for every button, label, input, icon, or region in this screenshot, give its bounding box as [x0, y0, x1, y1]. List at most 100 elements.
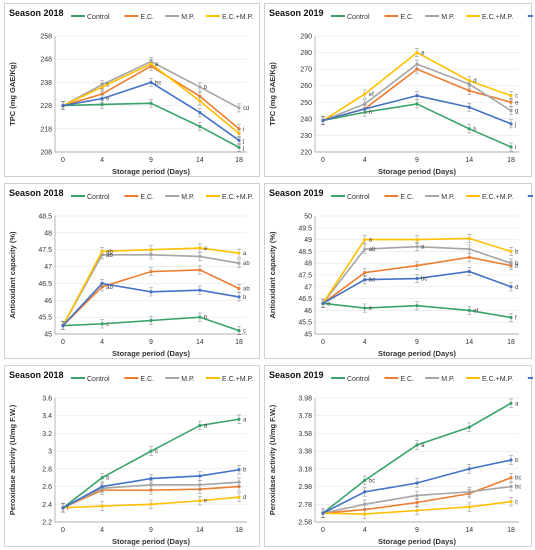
- data-point: [100, 85, 104, 89]
- y-tick-label: 3.78: [298, 413, 312, 420]
- y-tick-label: 248: [40, 57, 52, 64]
- y-tick-label: 2.58: [298, 520, 312, 527]
- significance-letter: d: [243, 495, 246, 501]
- y-tick-label: 48.5: [38, 214, 52, 221]
- y-tick-label: 46: [304, 308, 312, 315]
- y-tick-label: 230: [300, 133, 312, 140]
- data-point: [415, 238, 419, 242]
- significance-letter: a: [369, 238, 373, 244]
- significance-letter: i: [515, 145, 516, 151]
- data-point: [237, 145, 241, 149]
- significance-letter: c: [515, 500, 518, 506]
- y-tick-label: 3: [48, 449, 52, 456]
- data-point: [467, 269, 471, 274]
- data-point: [467, 255, 471, 259]
- x-tick-label: 4: [100, 157, 104, 164]
- chart-title: Season 2019: [269, 370, 324, 380]
- data-point: [100, 322, 104, 326]
- significance-letter: d: [515, 285, 518, 291]
- y-tick-label: 240: [300, 116, 312, 123]
- y-axis-label: Antioxidant capacity (%): [8, 231, 17, 319]
- significance-letter: b: [515, 458, 519, 464]
- data-point: [509, 249, 513, 253]
- data-point: [363, 478, 367, 482]
- significance-letter: b: [515, 264, 519, 270]
- data-point: [100, 484, 104, 489]
- data-point: [198, 474, 202, 478]
- x-tick-label: 18: [507, 339, 515, 346]
- data-point: [467, 105, 471, 109]
- data-point: [467, 505, 471, 509]
- significance-letter: b: [243, 468, 247, 474]
- data-point: [237, 480, 241, 484]
- data-point: [415, 500, 419, 505]
- legend-label: M.P.: [441, 376, 455, 383]
- significance-letter: a: [421, 443, 425, 449]
- y-tick-label: 47: [304, 284, 312, 291]
- y-tick-label: 270: [300, 67, 312, 74]
- x-tick-label: 9: [415, 527, 419, 534]
- significance-letter: b: [106, 83, 110, 89]
- significance-letter: a: [204, 423, 208, 429]
- significance-letter: b: [106, 476, 110, 482]
- x-tick-label: 0: [61, 157, 65, 164]
- data-point: [237, 468, 241, 472]
- significance-letter: h: [473, 127, 476, 133]
- y-axis-label: TPC (mg GAE/Kg): [8, 62, 17, 126]
- legend-label: E.C.+M.P.: [482, 14, 513, 21]
- data-point: [467, 308, 471, 312]
- data-point: [467, 425, 471, 429]
- data-point: [415, 245, 419, 249]
- x-tick-label: 18: [235, 527, 243, 534]
- y-tick-label: 228: [40, 103, 52, 110]
- legend-label: E.C.+M.P.: [482, 376, 513, 383]
- data-point: [61, 104, 65, 108]
- data-point: [363, 247, 367, 251]
- data-point: [149, 290, 153, 294]
- data-point: [198, 423, 202, 428]
- y-tick-label: 45.5: [298, 320, 312, 327]
- x-tick-label: 4: [363, 527, 367, 534]
- data-point: [467, 89, 471, 93]
- y-tick-label: 238: [40, 80, 52, 87]
- legend-label: E.C.: [140, 14, 154, 21]
- y-tick-label: 2.78: [298, 502, 312, 509]
- significance-letter: b: [243, 295, 247, 301]
- data-point: [149, 483, 153, 487]
- y-tick-label: 45: [44, 332, 52, 339]
- data-point: [509, 100, 513, 104]
- y-tick-label: 3.6: [42, 396, 52, 403]
- y-tick-label: 46.5: [298, 296, 312, 303]
- x-tick-label: 0: [321, 339, 325, 346]
- data-point: [100, 102, 104, 107]
- y-tick-label: 46: [44, 298, 52, 305]
- significance-letter: a: [421, 51, 425, 57]
- x-tick-label: 14: [196, 339, 204, 346]
- y-axis-label: Peroxidase activity (U/mg F.W.): [268, 404, 277, 515]
- significance-letter: c: [515, 94, 518, 100]
- data-point: [198, 110, 202, 115]
- y-tick-label: 218: [40, 126, 52, 133]
- data-point: [61, 323, 65, 328]
- data-point: [198, 124, 202, 129]
- y-tick-label: 47.5: [38, 247, 52, 254]
- legend-label: Control: [347, 376, 370, 383]
- y-axis-label: Peroxidase activity (U/mg F.W.): [8, 404, 17, 515]
- significance-letter: e: [515, 100, 519, 106]
- data-point: [363, 238, 367, 242]
- legend-label: E.C.: [140, 194, 154, 201]
- data-point: [149, 80, 153, 84]
- chart-svg: Season 2019ControlE.C.M.P.E.C.+M.P.M.O.4…: [268, 188, 533, 358]
- significance-letter: e: [327, 301, 331, 307]
- data-point: [237, 286, 241, 291]
- significance-letter: f: [67, 506, 69, 512]
- y-tick-label: 45.5: [38, 315, 52, 322]
- data-point: [509, 94, 513, 98]
- significance-letter: c: [155, 449, 158, 455]
- data-point: [321, 118, 325, 123]
- significance-letter: a: [155, 62, 159, 68]
- x-tick-label: 4: [363, 339, 367, 346]
- x-tick-label: 9: [149, 157, 153, 164]
- series-line: [322, 103, 512, 148]
- y-tick-label: 258: [40, 34, 52, 41]
